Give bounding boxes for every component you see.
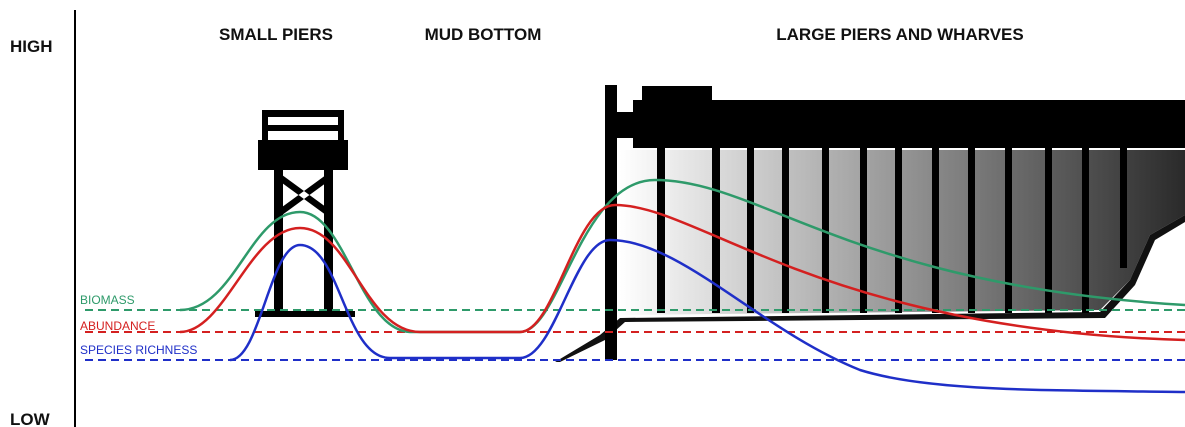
curve-label: ABUNDANCE bbox=[80, 319, 155, 333]
section-label: SMALL PIERS bbox=[219, 25, 333, 44]
wharf-deck bbox=[633, 100, 1185, 148]
large-wharf bbox=[555, 85, 1185, 362]
axis-low-label: LOW bbox=[10, 410, 51, 427]
richness-curve bbox=[229, 238, 1185, 394]
wharf-post bbox=[605, 85, 617, 360]
curve-label: BIOMASS bbox=[80, 293, 135, 307]
wharf-post bbox=[615, 112, 635, 138]
wharf-shade bbox=[620, 150, 1185, 315]
section-label: MUD BOTTOM bbox=[425, 25, 542, 44]
curve-label: SPECIES RICHNESS bbox=[80, 343, 197, 357]
abundance-curve bbox=[179, 203, 1185, 342]
axis-high-label: HIGH bbox=[10, 37, 53, 56]
pilings bbox=[657, 148, 1127, 313]
wharf-house bbox=[642, 86, 712, 102]
small-pier bbox=[255, 110, 355, 317]
section-label: LARGE PIERS AND WHARVES bbox=[776, 25, 1023, 44]
